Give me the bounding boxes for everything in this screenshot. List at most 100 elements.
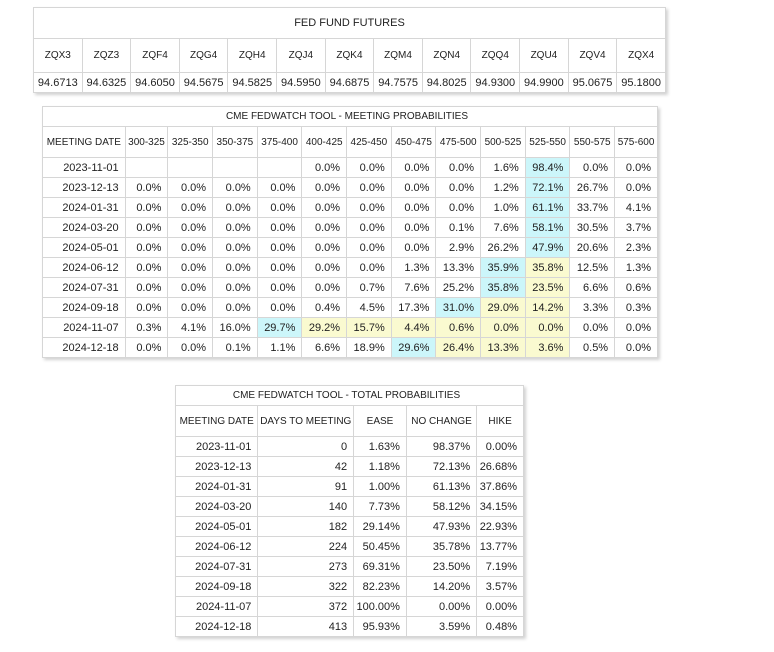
probability-cell: 4.1% — [614, 197, 658, 218]
totals-value-cell: 50.45% — [353, 536, 407, 557]
probability-cell: 0.3% — [614, 297, 658, 318]
meeting-probabilities-table: CME FEDWATCH TOOL - MEETING PROBABILITIE… — [42, 106, 658, 358]
probability-cell: 26.4% — [435, 337, 482, 358]
probability-cell: 30.5% — [569, 217, 616, 238]
futures-price-cell: 94.6875 — [324, 72, 375, 93]
probability-cell: 0.0% — [212, 177, 258, 198]
meeting-date-cell: 2024-03-20 — [42, 217, 126, 238]
totals-column-header: HIKE — [476, 405, 524, 437]
meeting-row: 2023-12-13 0.0% 0.0% 0.0% 0.0% 0.0% 0.0% 0.0% 0.… — [42, 177, 658, 198]
totals-value-cell: 0.48% — [476, 616, 524, 637]
probability-cell: 12.5% — [569, 257, 616, 278]
probability-cell — [256, 157, 303, 178]
probability-cell: 26.7% — [569, 177, 616, 198]
totals-column-header: MEETING DATE — [174, 405, 259, 437]
futures-contract-header: ZQX4 — [616, 38, 666, 73]
meeting-title-row: CME FEDWATCH TOOL - MEETING PROBABILITIE… — [42, 106, 658, 127]
probability-cell: 1.3% — [390, 257, 437, 278]
meeting-date-cell: 2024-07-31 — [42, 277, 126, 298]
probability-cell: 0.0% — [167, 297, 214, 318]
meeting-row: 2024-01-31 0.0% 0.0% 0.0% 0.0% 0.0% 0.0% 0.0% 0.… — [42, 197, 658, 218]
probability-cell: 0.0% — [256, 257, 303, 278]
probability-cell: 98.4% — [524, 157, 571, 178]
totals-value-cell: 7.73% — [353, 496, 407, 517]
probability-cell: 13.3% — [480, 337, 526, 358]
probability-cell: 33.7% — [569, 197, 616, 218]
probability-cell: 14.2% — [524, 297, 571, 318]
futures-contract-header: ZQM4 — [373, 38, 423, 73]
probability-cell: 29.2% — [301, 317, 348, 338]
probability-cell: 0.0% — [346, 257, 392, 278]
futures-contract-header: ZQV4 — [567, 38, 618, 73]
probability-cell: 0.0% — [124, 257, 169, 278]
probability-cell: 7.6% — [390, 277, 437, 298]
futures-price-row: 94.6713 94.6325 94.6050 94.5675 94.5825 94.59… — [33, 72, 666, 93]
probability-cell: 0.0% — [212, 197, 258, 218]
totals-value-cell: 61.13% — [405, 476, 478, 497]
probability-cell: 0.0% — [256, 197, 303, 218]
probability-cell: 35.9% — [480, 257, 526, 278]
probability-cell — [124, 157, 169, 178]
meeting-date-cell: 2024-06-12 — [42, 257, 126, 278]
totals-value-cell: 1.18% — [353, 456, 407, 477]
probability-cell: 0.0% — [346, 197, 392, 218]
fed-fund-futures-table: FED FUND FUTURES ZQX3 ZQZ3 ZQF4 ZQG4 ZQH4 ZQJ… — [33, 7, 666, 93]
rate-range-header: 550-575 — [569, 126, 616, 158]
totals-value-cell: 273 — [257, 556, 355, 577]
totals-value-cell: 13.77% — [476, 536, 524, 557]
futures-title-row: FED FUND FUTURES — [33, 7, 666, 39]
totals-date-cell: 2023-12-13 — [174, 456, 259, 477]
totals-column-header: DAYS TO MEETING — [257, 405, 355, 437]
probability-cell: 0.0% — [346, 237, 392, 258]
probability-cell: 26.2% — [480, 237, 526, 258]
totals-date-cell: 2024-06-12 — [174, 536, 259, 557]
totals-title: CME FEDWATCH TOOL - TOTAL PROBABILITIES — [175, 385, 524, 406]
totals-value-cell: 1.00% — [353, 476, 407, 497]
probability-cell: 0.0% — [212, 257, 258, 278]
totals-value-cell: 98.37% — [405, 436, 478, 457]
probability-cell: 4.4% — [390, 317, 437, 338]
meeting-date-cell: 2023-12-13 — [42, 177, 126, 198]
totals-value-cell: 0.00% — [476, 596, 524, 617]
futures-header-row: ZQX3 ZQZ3 ZQF4 ZQG4 ZQH4 ZQJ4 ZQK4 ZQM4 ZQN4 ZQQ4… — [33, 38, 666, 73]
probability-cell: 35.8% — [480, 277, 526, 298]
probability-cell: 0.0% — [390, 237, 437, 258]
probability-cell: 0.1% — [212, 337, 258, 358]
probability-cell: 15.7% — [346, 317, 392, 338]
totals-value-cell: 100.00% — [353, 596, 407, 617]
totals-value-cell: 82.23% — [353, 576, 407, 597]
totals-value-cell: 140 — [257, 496, 355, 517]
probability-cell: 0.0% — [167, 277, 214, 298]
probability-cell: 4.5% — [346, 297, 392, 318]
probability-cell: 0.0% — [212, 237, 258, 258]
probability-cell: 0.0% — [301, 237, 348, 258]
probability-cell: 0.0% — [390, 157, 437, 178]
probability-cell: 0.0% — [390, 197, 437, 218]
totals-date-cell: 2024-11-07 — [174, 596, 259, 617]
totals-date-cell: 2024-05-01 — [174, 516, 259, 537]
probability-cell: 0.0% — [614, 317, 658, 338]
futures-price-cell: 94.5675 — [178, 72, 229, 93]
probability-cell: 0.0% — [256, 297, 303, 318]
meeting-row: 2024-07-31 0.0% 0.0% 0.0% 0.0% 0.0% 0.7% 7.6% 25… — [42, 277, 658, 298]
probability-cell: 0.0% — [301, 277, 348, 298]
futures-price-cell: 94.5950 — [276, 72, 326, 93]
totals-column-header: EASE — [353, 405, 407, 437]
probability-cell: 0.0% — [346, 217, 392, 238]
probability-cell: 0.0% — [569, 157, 616, 178]
probability-cell: 4.1% — [167, 317, 214, 338]
probability-cell: 0.0% — [256, 217, 303, 238]
totals-row: 2024-05-01 182 29.14% 47.93% 22.93% — [174, 516, 524, 537]
probability-cell: 2.9% — [435, 237, 482, 258]
probability-cell: 0.0% — [614, 337, 658, 358]
probability-cell: 72.1% — [524, 177, 571, 198]
probability-cell: 0.0% — [435, 157, 482, 178]
meeting-date-cell: 2024-11-07 — [42, 317, 126, 338]
rate-range-header: 400-425 — [301, 126, 348, 158]
rate-range-header: 425-450 — [346, 126, 392, 158]
futures-contract-header: ZQX3 — [33, 38, 83, 73]
meeting-row: 2024-05-01 0.0% 0.0% 0.0% 0.0% 0.0% 0.0% 0.0% 2.… — [42, 237, 658, 258]
probability-cell: 61.1% — [524, 197, 571, 218]
totals-value-cell: 95.93% — [353, 616, 407, 637]
totals-value-cell: 42 — [257, 456, 355, 477]
